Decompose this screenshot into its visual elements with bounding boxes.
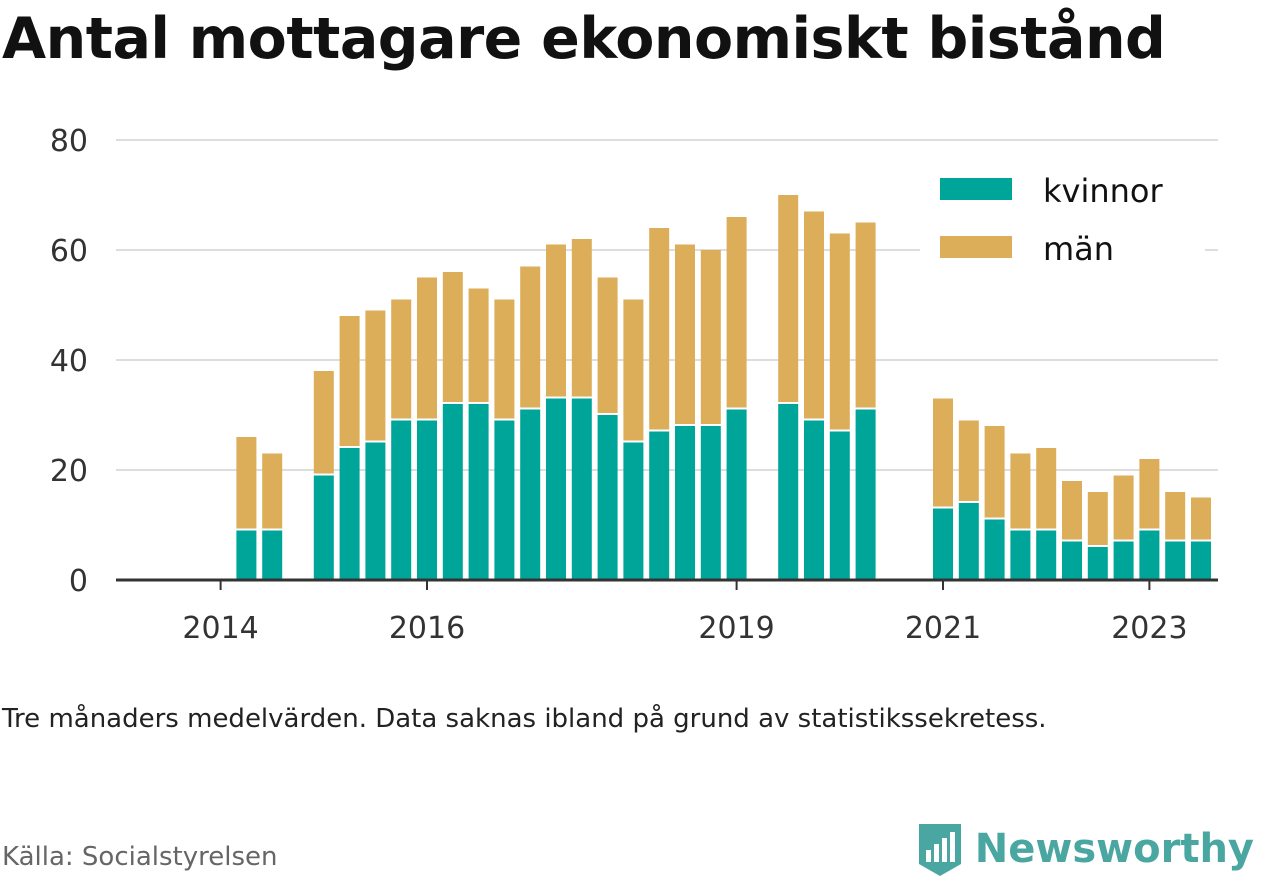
bar-man — [1191, 497, 1211, 540]
y-axis-labels: 0 20 40 60 80 — [50, 124, 88, 599]
bar-kvinnor — [1191, 541, 1211, 580]
bar-kvinnor — [829, 431, 850, 580]
legend-label: män — [1043, 230, 1114, 268]
bar-man — [1087, 492, 1108, 545]
chart: 0 20 40 60 80 2014 2016 2019 2021 2023 kvinnor mä… — [50, 124, 1218, 646]
bar-man — [597, 277, 618, 413]
y-tick-label: 20 — [50, 454, 88, 489]
bar-kvinnor — [1087, 547, 1108, 580]
bar-man — [829, 233, 850, 430]
bar-kvinnor — [855, 409, 876, 580]
bar-kvinnor — [313, 475, 334, 580]
y-tick-label: 80 — [50, 124, 88, 159]
bar-kvinnor — [1062, 541, 1082, 580]
bar-man — [520, 266, 541, 408]
brand-logo: Newsworthy — [915, 820, 1254, 878]
bar-kvinnor — [597, 415, 618, 580]
chart-note: Tre månaders medelvärden. Data saknas ib… — [2, 704, 1047, 734]
bar-man — [675, 244, 695, 424]
bar-kvinnor — [649, 431, 670, 580]
bar-man — [313, 371, 334, 474]
chart-title: Antal mottagare ekonomiskt bistånd — [2, 6, 1166, 72]
y-tick-label: 0 — [69, 564, 88, 599]
bar-man — [726, 217, 747, 408]
bar-kvinnor — [236, 530, 257, 580]
bar-kvinnor — [1010, 530, 1031, 580]
x-axis: 2014 2016 2019 2021 2023 — [116, 578, 1218, 646]
bar-man — [468, 288, 489, 402]
bar-man — [236, 437, 257, 529]
bar-man — [442, 272, 463, 402]
bar-man — [1165, 492, 1186, 540]
bar-man — [1010, 453, 1031, 529]
legend-swatch — [940, 236, 1012, 258]
bar-man — [623, 299, 644, 441]
bar-man — [778, 195, 799, 402]
brand-name: Newsworthy — [974, 826, 1254, 872]
bar-kvinnor — [700, 426, 721, 580]
bar-kvinnor — [571, 398, 592, 580]
bar-man — [494, 299, 515, 419]
bar-kvinnor — [778, 404, 799, 580]
bar-kvinnor — [984, 519, 1005, 580]
source-credit: Källa: Socialstyrelsen — [2, 842, 278, 872]
bar-kvinnor — [520, 409, 541, 580]
bar-man — [1113, 475, 1134, 540]
bar-kvinnor — [391, 420, 412, 580]
x-tick-label: 2016 — [389, 611, 465, 646]
bar-man — [339, 316, 360, 446]
x-tick-label: 2023 — [1111, 611, 1187, 646]
bar-kvinnor — [494, 420, 515, 580]
bars — [236, 195, 1211, 580]
bar-man — [1139, 459, 1160, 529]
bar-kvinnor — [365, 442, 386, 580]
bar-man — [700, 250, 721, 424]
x-tick-label: 2021 — [905, 611, 981, 646]
x-tick-label: 2014 — [182, 611, 258, 646]
bar-man — [984, 426, 1005, 518]
bar-kvinnor — [623, 442, 644, 580]
bar-man — [1062, 481, 1082, 540]
bar-kvinnor — [442, 404, 463, 580]
bar-man — [958, 420, 979, 501]
y-tick-label: 60 — [50, 234, 88, 269]
bar-kvinnor — [468, 404, 489, 580]
bar-man — [933, 398, 953, 507]
bar-kvinnor — [1139, 530, 1160, 580]
bar-kvinnor — [958, 503, 979, 580]
newsworthy-logo-icon — [918, 824, 961, 876]
bar-kvinnor — [1036, 530, 1057, 580]
bar-man — [365, 310, 386, 441]
legend-swatch — [940, 178, 1012, 200]
bar-kvinnor — [726, 409, 747, 580]
bar-kvinnor — [1165, 541, 1186, 580]
x-tick-label: 2019 — [698, 611, 774, 646]
bar-kvinnor — [1113, 541, 1134, 580]
bar-kvinnor — [804, 420, 824, 580]
bar-kvinnor — [339, 448, 360, 580]
bar-man — [649, 228, 670, 430]
bar-man — [804, 211, 824, 419]
bar-man — [417, 277, 437, 419]
bar-man — [262, 453, 283, 529]
bar-man — [546, 244, 566, 397]
bar-man — [391, 299, 412, 419]
bar-kvinnor — [675, 426, 695, 580]
bar-kvinnor — [933, 508, 953, 580]
bar-kvinnor — [417, 420, 437, 580]
bar-man — [1036, 448, 1057, 529]
bar-kvinnor — [546, 398, 566, 580]
bar-kvinnor — [262, 530, 283, 580]
bar-man — [571, 239, 592, 397]
legend-label: kvinnor — [1043, 172, 1164, 210]
y-tick-label: 40 — [50, 344, 88, 379]
legend: kvinnor män — [920, 160, 1205, 278]
bar-man — [855, 222, 876, 408]
